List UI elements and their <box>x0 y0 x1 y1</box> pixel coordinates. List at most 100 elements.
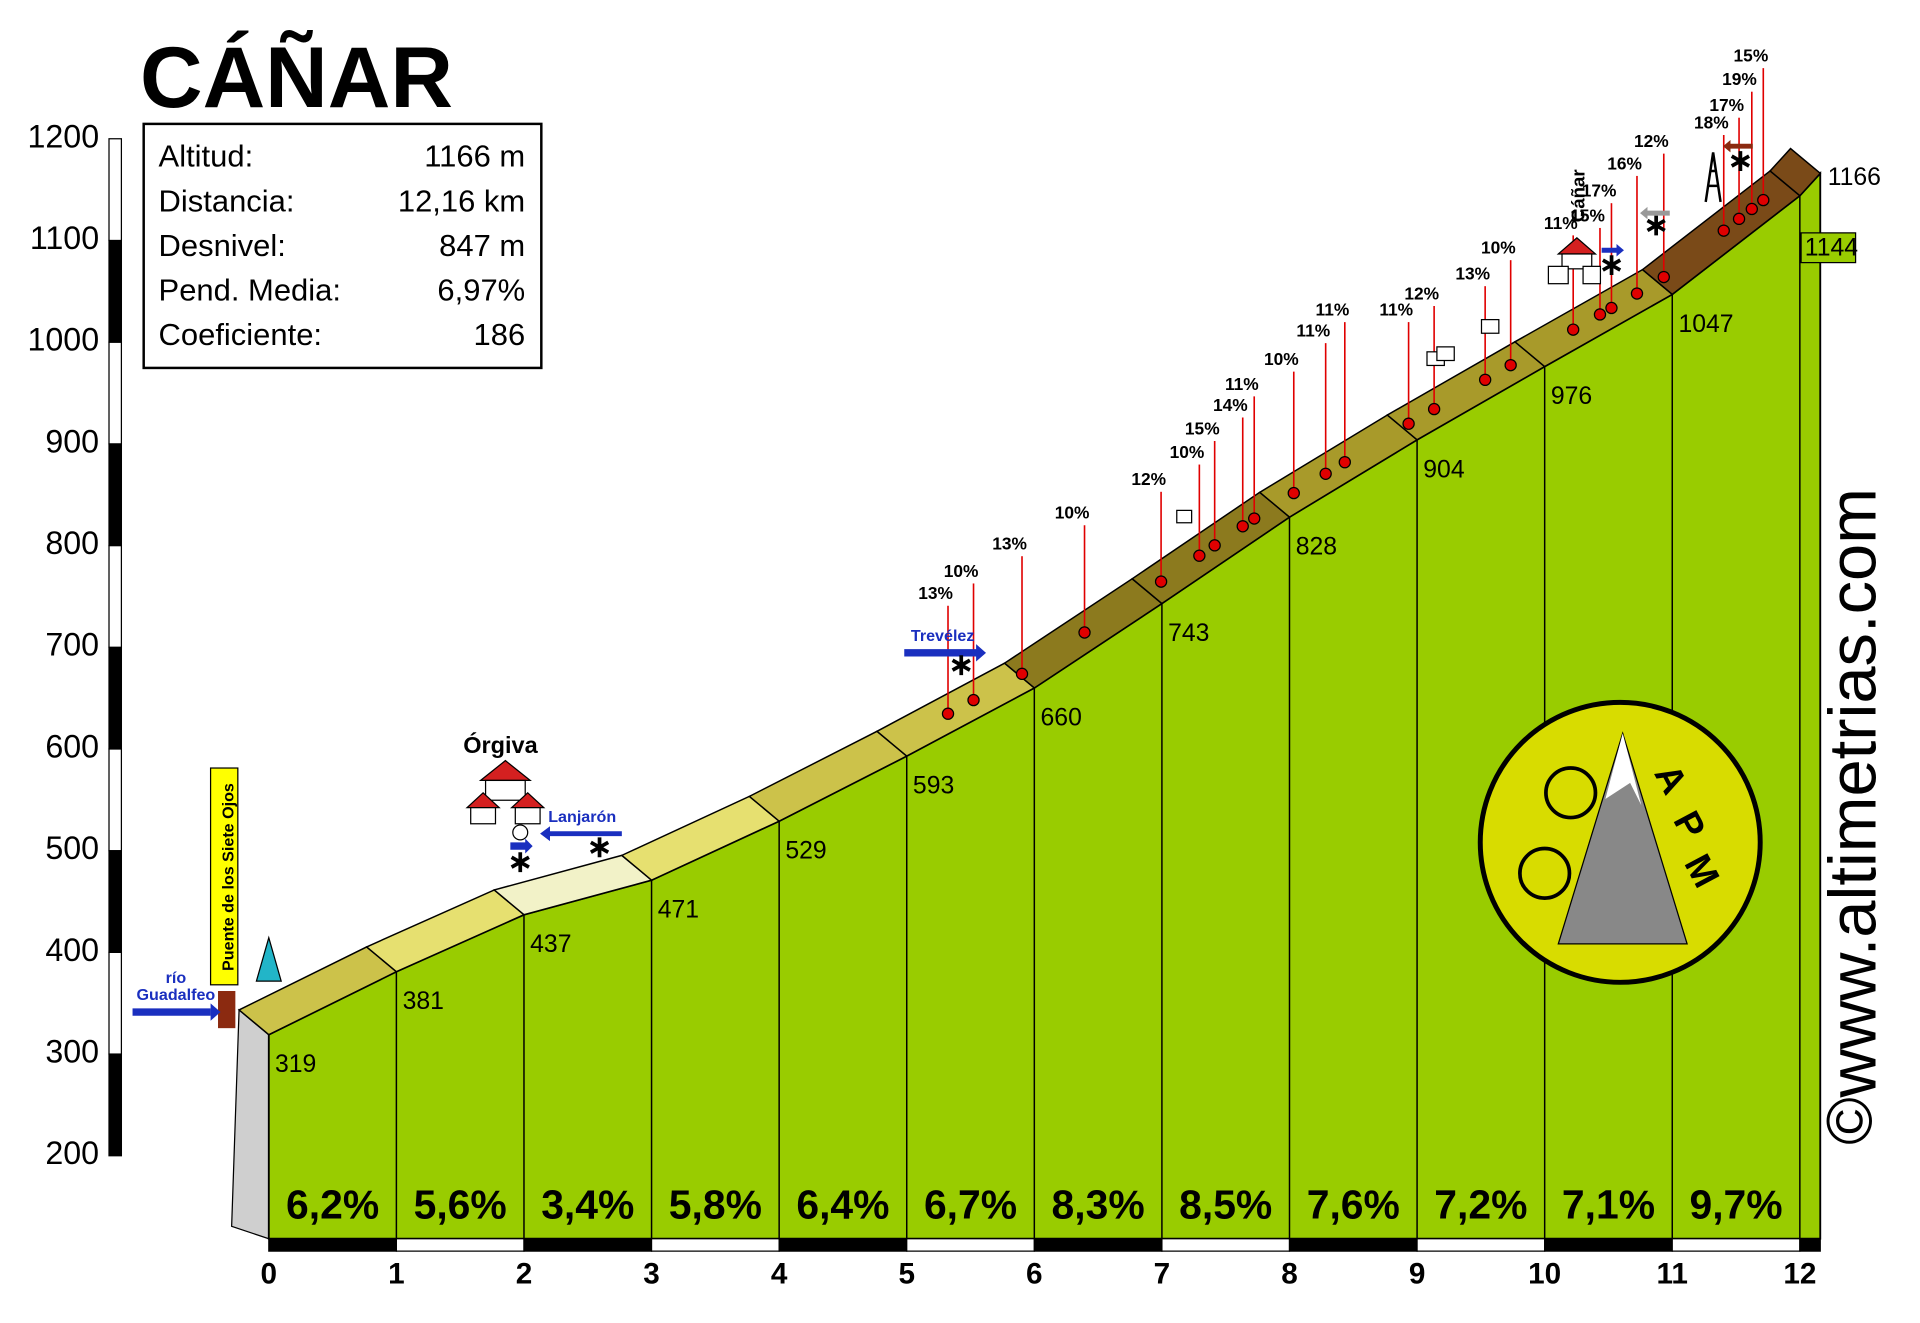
bridge-label: Puente de los Siete Ojos <box>219 783 237 971</box>
x-tick-label: 9 <box>1409 1258 1426 1291</box>
info-value: 12,16 km <box>398 183 525 218</box>
site-url: www.altimetrias.com <box>1816 488 1891 1098</box>
segment-grade: 7,1% <box>1562 1182 1655 1228</box>
arrow <box>1640 206 1670 220</box>
x-axis-segment <box>523 1238 653 1252</box>
x-tick-label: 1 <box>388 1258 405 1291</box>
logo-snow <box>1605 733 1642 806</box>
marker-label: 13% <box>918 583 953 603</box>
y-axis-segment <box>108 748 123 852</box>
town-label: Cáñar <box>1567 169 1588 222</box>
grade-marker <box>1605 301 1618 315</box>
marker-label: 11% <box>1296 321 1330 341</box>
grade-marker <box>1504 358 1517 372</box>
asterisks <box>510 151 1750 873</box>
tent <box>255 935 283 982</box>
x-axis-segment <box>1033 1238 1163 1252</box>
grade-marker <box>1566 323 1580 336</box>
segment-grade: 6,2% <box>286 1182 379 1228</box>
marker-label: 15% <box>1570 205 1605 225</box>
marker-label: 10% <box>1055 503 1090 523</box>
x-tick-label: 0 <box>261 1258 278 1291</box>
marker-label: 13% <box>1455 264 1490 284</box>
info-value: 847 m <box>439 228 525 263</box>
road-label: Lanjarón <box>548 808 616 826</box>
x-tick-label: 8 <box>1281 1258 1298 1291</box>
marker-label: 10% <box>1264 349 1299 369</box>
marker-label: 11% <box>1316 300 1350 320</box>
segment-grade: 7,2% <box>1434 1182 1527 1228</box>
y-tick-label: 1100 <box>30 220 99 256</box>
segment-grade: 3,4% <box>541 1182 634 1228</box>
info-value: 1166 m <box>424 139 525 174</box>
marker-label: 10% <box>1481 238 1516 258</box>
y-tick-label: 1000 <box>27 322 99 358</box>
altitude-label: 828 <box>1296 534 1337 561</box>
grade-marker <box>1236 520 1249 533</box>
info-label: Distancia: <box>159 183 295 218</box>
grade-marker <box>1248 512 1261 525</box>
y-tick-label: 600 <box>45 728 99 764</box>
y-tick-label: 700 <box>45 627 99 663</box>
x-axis-segment <box>268 1238 398 1252</box>
logo-mountain <box>1557 731 1688 945</box>
altitude-label: 1144 <box>1805 235 1858 262</box>
grade-marker <box>1287 486 1300 500</box>
center-icon <box>512 824 529 841</box>
arrow <box>510 838 533 854</box>
x-axis-segment <box>1161 1238 1291 1252</box>
altitude-label: 1047 <box>1678 311 1733 338</box>
altitude-label: 1166 <box>1828 164 1881 191</box>
y-tick-label: 400 <box>45 932 99 968</box>
info-value: 186 <box>474 317 526 352</box>
y-tick-label: 200 <box>45 1135 99 1171</box>
grade-marker <box>1757 193 1770 207</box>
segment-grade: 8,3% <box>1052 1182 1145 1228</box>
side-face <box>231 1008 270 1240</box>
marker-label: 12% <box>1131 469 1166 489</box>
arrow <box>1601 244 1624 257</box>
x-tick-label: 10 <box>1528 1258 1561 1291</box>
marker-label: 13% <box>992 534 1027 554</box>
altitude-label: 319 <box>275 1051 316 1078</box>
grade-marker <box>1657 270 1670 284</box>
bridge-sign <box>209 767 239 986</box>
segment-grade: 9,7% <box>1689 1182 1782 1228</box>
y-tick-label: 900 <box>45 423 99 459</box>
y-tick-label: 1200 <box>27 118 99 154</box>
segment-grade: 7,6% <box>1307 1182 1400 1228</box>
altitude-label: 743 <box>1168 620 1209 647</box>
title: CÁÑAR <box>140 29 453 126</box>
grade-marker <box>1319 467 1332 480</box>
marker-label: 19% <box>1722 69 1757 89</box>
river-arrow-head <box>210 1003 221 1021</box>
x-axis-segment <box>778 1238 908 1252</box>
y-axis-segment <box>108 138 123 242</box>
marker-label: 10% <box>944 561 979 581</box>
segment-grade: 8,5% <box>1179 1182 1272 1228</box>
x-axis-segment <box>1288 1238 1418 1252</box>
marker-label: 11% <box>1225 374 1259 394</box>
altitude-label: 976 <box>1551 383 1592 410</box>
marker-label: 15% <box>1734 46 1769 66</box>
marker-label: 15% <box>1185 418 1220 438</box>
logo-wheel <box>1544 766 1598 820</box>
marker-label: 11% <box>1379 300 1413 320</box>
x-axis-segment <box>1544 1238 1673 1252</box>
x-tick-label: 4 <box>771 1258 788 1291</box>
x-tick-label: 12 <box>1783 1258 1816 1291</box>
grade-marker <box>1402 417 1415 430</box>
info-rows: Altitud: 1166 m Distancia: 12,16 km Desnivel… <box>159 139 526 352</box>
x-axis-segment <box>1671 1238 1801 1252</box>
marker-label: 10% <box>1170 442 1205 462</box>
marker-label: 16% <box>1607 153 1642 173</box>
river-label: río <box>166 969 187 987</box>
icons: Puente de los Siete Ojos río Guadalfeo Ó… <box>132 140 1891 1145</box>
info-label: Coeficiente: <box>159 317 322 352</box>
grade-marker <box>1427 402 1441 416</box>
grade-marker <box>1478 373 1492 387</box>
altitude-label: 471 <box>658 897 699 924</box>
grade-marker <box>967 693 980 707</box>
info-label: Altitud: <box>159 139 254 174</box>
